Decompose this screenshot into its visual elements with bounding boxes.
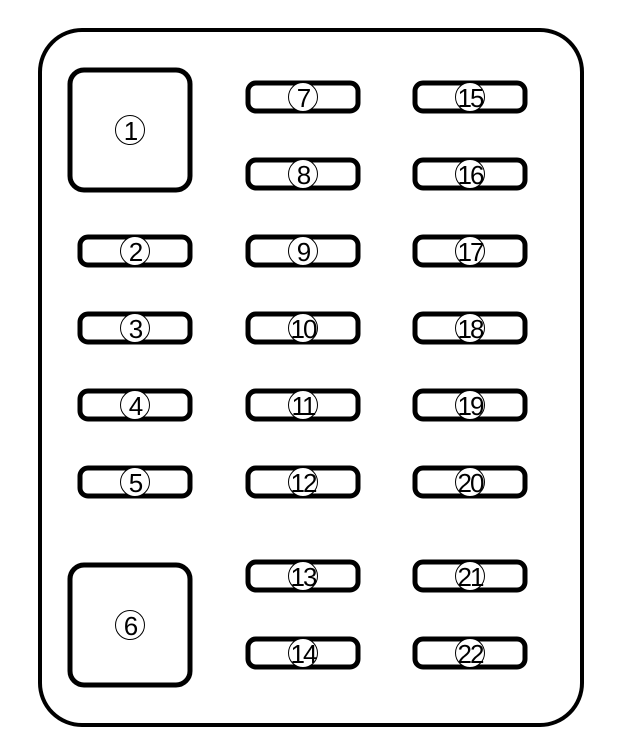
- label-20: 20: [456, 468, 485, 499]
- svg-text:12: 12: [291, 468, 317, 498]
- svg-text:6: 6: [124, 611, 138, 641]
- label-17: 17: [456, 237, 485, 268]
- label-18: 18: [456, 314, 485, 345]
- svg-text:16: 16: [458, 160, 484, 190]
- svg-text:4: 4: [129, 391, 143, 421]
- label-10: 10: [289, 314, 318, 345]
- label-19: 19: [456, 391, 485, 422]
- fusebox-diagram: 16234578910111213141516171819202122: [0, 0, 622, 755]
- svg-text:7: 7: [297, 83, 311, 113]
- label-13: 13: [289, 562, 318, 593]
- svg-text:21: 21: [458, 562, 484, 592]
- svg-text:15: 15: [458, 83, 484, 113]
- svg-text:20: 20: [458, 468, 484, 498]
- svg-text:11: 11: [292, 391, 317, 421]
- label-21: 21: [456, 562, 485, 593]
- label-12: 12: [289, 468, 318, 499]
- svg-text:5: 5: [129, 468, 143, 498]
- svg-text:8: 8: [297, 160, 311, 190]
- svg-text:13: 13: [291, 562, 317, 592]
- label-11: 11: [289, 391, 318, 422]
- svg-text:22: 22: [458, 639, 484, 669]
- svg-text:3: 3: [129, 314, 143, 344]
- svg-text:2: 2: [129, 237, 143, 267]
- label-16: 16: [456, 160, 485, 191]
- svg-text:9: 9: [297, 237, 311, 267]
- label-14: 14: [289, 639, 318, 670]
- svg-text:10: 10: [291, 314, 317, 344]
- svg-text:1: 1: [124, 116, 138, 146]
- svg-text:19: 19: [458, 391, 484, 421]
- svg-text:17: 17: [458, 237, 484, 267]
- label-22: 22: [456, 639, 485, 670]
- svg-text:14: 14: [291, 639, 317, 669]
- svg-text:18: 18: [458, 314, 484, 344]
- label-15: 15: [456, 83, 485, 114]
